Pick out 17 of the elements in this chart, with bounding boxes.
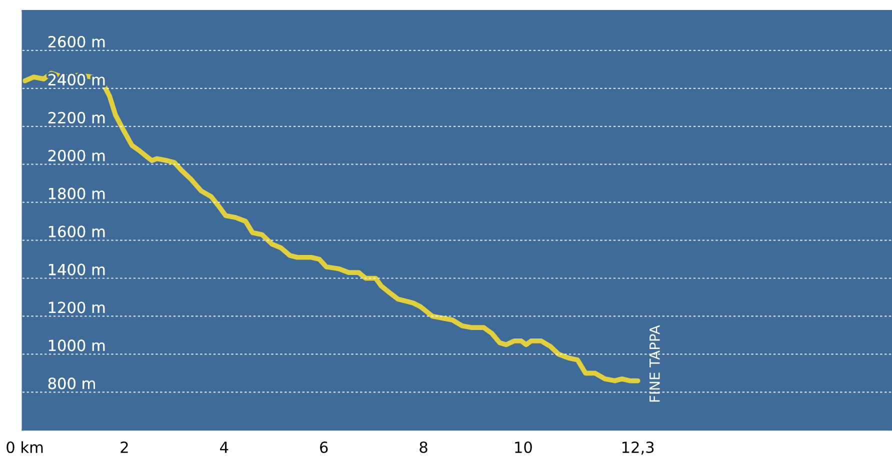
x-tick-label: 6 [320, 441, 328, 454]
y-tick-label: 2600 m [48, 36, 105, 48]
y-tick-label: 1400 m [48, 264, 105, 276]
y-tick-label: 2200 m [48, 112, 105, 124]
x-tick-label: 2 [120, 441, 128, 453]
y-tick-label: 1600 m [48, 226, 105, 238]
y-tick-label: 1000 m [48, 340, 105, 352]
x-tick-label: 8 [420, 441, 428, 454]
y-tick-label: 2000 m [48, 150, 105, 162]
y-tick-label: 800 m [48, 378, 95, 390]
annotation: FINE TAPPA [650, 325, 660, 402]
x-tick-label: 10 [515, 441, 532, 454]
x-tick-label: 12,3 [622, 441, 654, 455]
y-tick-label: 1200 m [48, 302, 105, 314]
x-tick-label: 4 [220, 442, 228, 453]
y-tick-label: 1800 m [48, 188, 105, 200]
x-tick-label: 0 km [6, 441, 43, 454]
